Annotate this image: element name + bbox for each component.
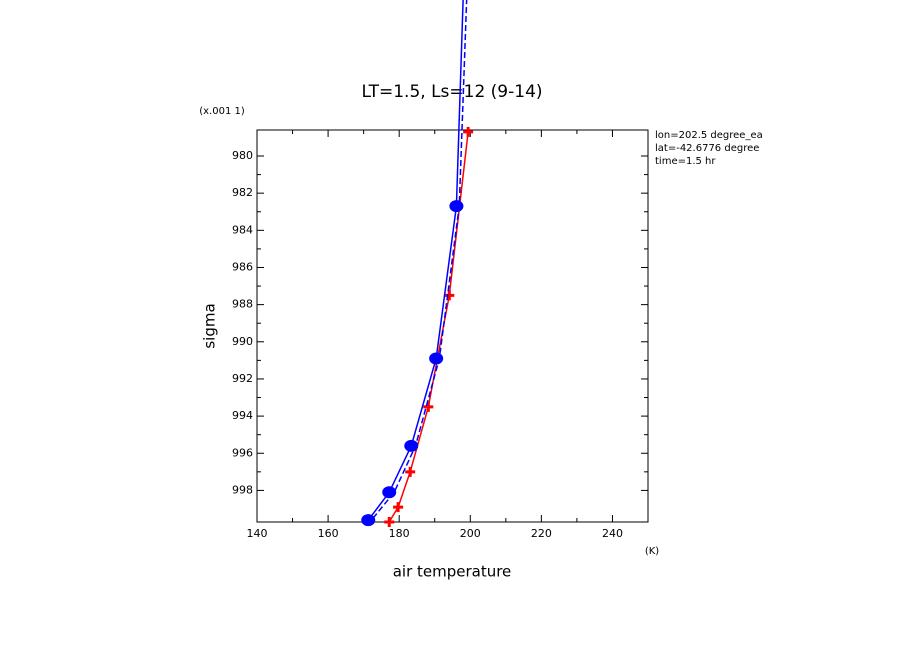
y-tick-label: 986: [232, 260, 253, 273]
profile-line: [370, 0, 468, 521]
x-axis-label: air temperature: [393, 563, 512, 581]
plus-marker: [463, 126, 474, 137]
y-tick-label: 996: [232, 446, 253, 459]
y-tick-label: 988: [232, 298, 253, 311]
plus-marker: [393, 502, 404, 513]
annotation: lat=-42.6776 degree: [655, 143, 759, 154]
plus-marker: [444, 290, 455, 301]
x-unit: (K): [645, 546, 659, 557]
y-tick-label: 992: [232, 372, 253, 385]
x-tick-label: 180: [389, 527, 410, 540]
annotation: time=1.5 hr: [655, 156, 716, 167]
chart-title: LT=1.5, Ls=12 (9-14): [361, 82, 542, 102]
x-tick-label: 140: [247, 527, 268, 540]
x-tick-label: 220: [531, 527, 552, 540]
x-tick-label: 240: [602, 527, 623, 540]
y-tick-label: 984: [232, 223, 253, 236]
plus-marker: [384, 517, 395, 527]
y-axis-label: sigma: [201, 303, 219, 348]
y-tick-label: 998: [232, 483, 253, 496]
plus-marker: [405, 466, 416, 477]
y-tick-label: 982: [232, 186, 253, 199]
x-tick-label: 200: [460, 527, 481, 540]
y-scale-note: (x.001 1): [199, 106, 245, 117]
plot-frame: [256, 129, 649, 523]
y-tick-label: 990: [232, 335, 253, 348]
circle-marker: [429, 352, 444, 365]
circle-marker: [449, 200, 464, 213]
circle-marker: [382, 486, 397, 499]
annotation: lon=202.5 degree_ea: [655, 130, 763, 141]
x-tick-label: 160: [318, 527, 339, 540]
y-tick-label: 994: [232, 409, 253, 422]
plus-marker: [423, 401, 434, 412]
y-tick-label: 980: [232, 149, 253, 162]
circle-marker: [361, 514, 376, 527]
